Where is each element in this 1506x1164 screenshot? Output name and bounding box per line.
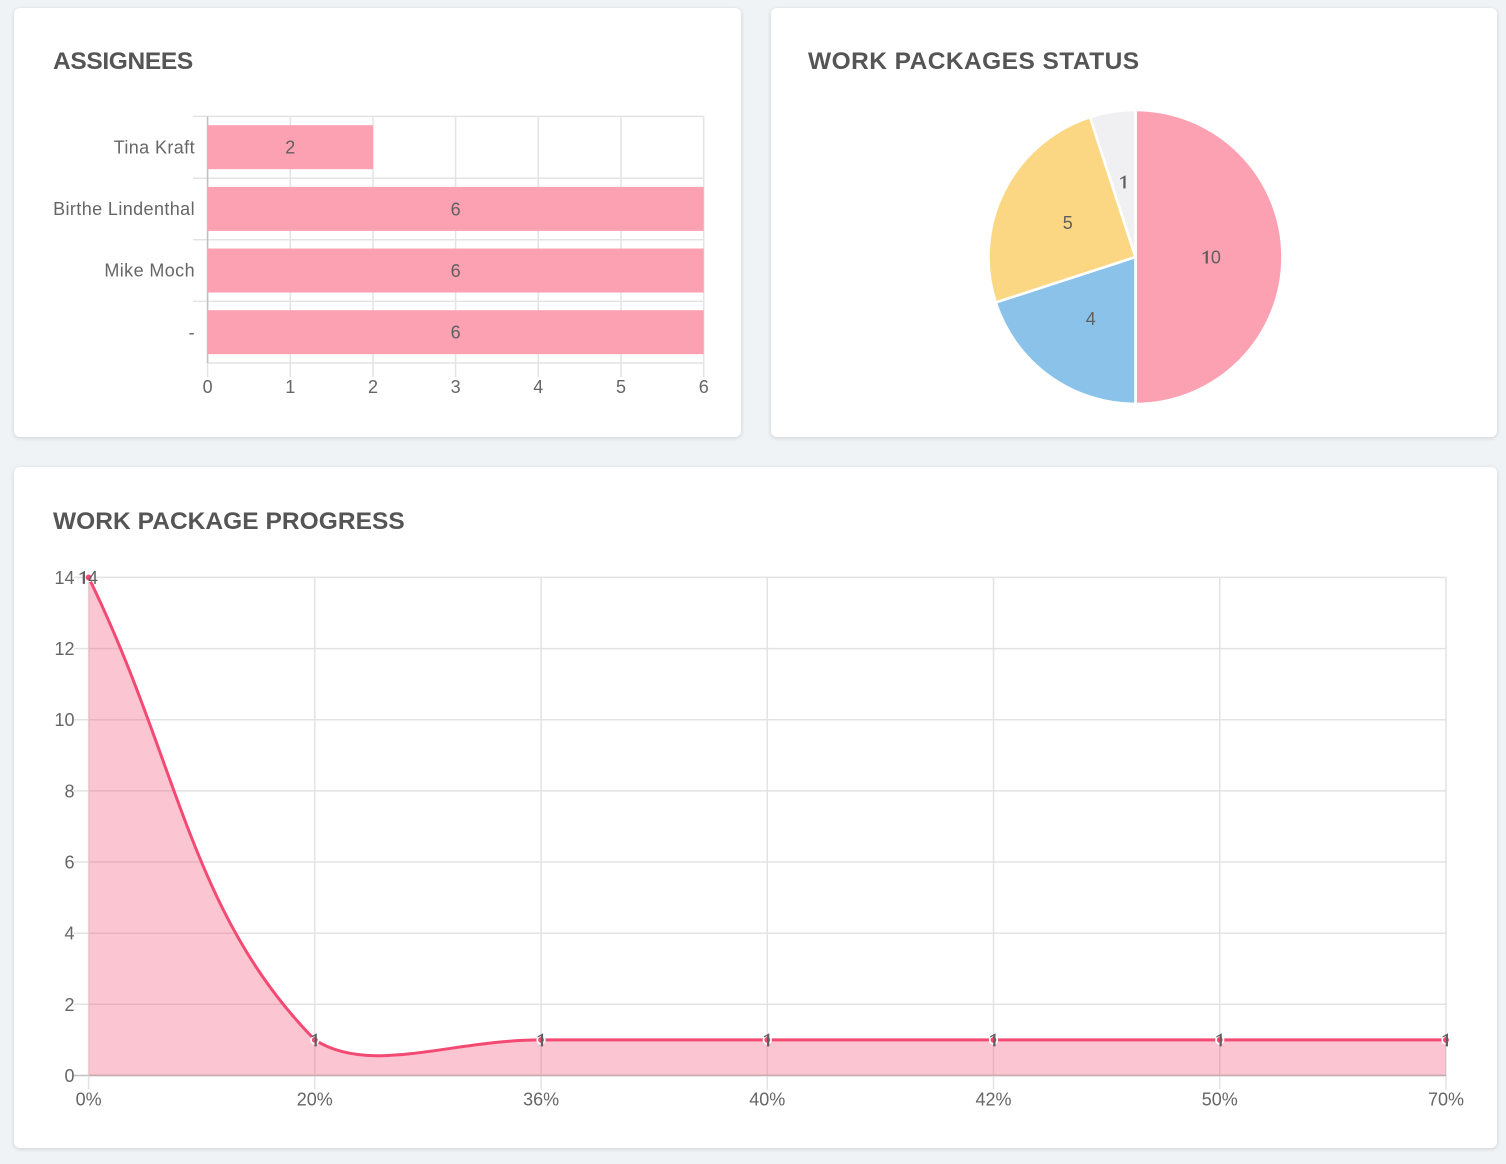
svg-text:50%: 50% — [1202, 1090, 1238, 1110]
svg-text:42%: 42% — [975, 1090, 1011, 1110]
svg-text:5: 5 — [1063, 213, 1073, 233]
svg-text:5: 5 — [616, 377, 626, 397]
svg-text:1: 1 — [285, 377, 295, 397]
svg-text:0: 0 — [1211, 248, 1221, 268]
svg-text:8: 8 — [64, 781, 74, 801]
svg-text:70%: 70% — [1428, 1090, 1464, 1110]
svg-text:2: 2 — [368, 377, 378, 397]
svg-text:2: 2 — [285, 138, 295, 158]
svg-text:6: 6 — [699, 377, 709, 397]
svg-text:Birthe Lindenthal: Birthe Lindenthal — [53, 199, 195, 219]
svg-text:20%: 20% — [297, 1090, 333, 1110]
svg-text:6: 6 — [451, 199, 461, 219]
svg-text:4: 4 — [533, 377, 543, 397]
svg-text:12: 12 — [54, 639, 74, 659]
svg-text:6: 6 — [451, 261, 461, 281]
svg-text:Mike Moch: Mike Moch — [104, 261, 195, 281]
svg-text:3: 3 — [451, 377, 461, 397]
svg-text:14: 14 — [54, 568, 74, 588]
svg-text:4: 4 — [1086, 309, 1096, 329]
svg-text:4: 4 — [88, 568, 98, 588]
svg-text:4: 4 — [64, 924, 74, 944]
svg-text:10: 10 — [54, 710, 74, 730]
svg-text:6: 6 — [64, 853, 74, 873]
svg-text:36%: 36% — [523, 1090, 559, 1110]
svg-text:0: 0 — [203, 377, 213, 397]
svg-text:0%: 0% — [76, 1090, 102, 1110]
svg-text:-: - — [189, 322, 195, 342]
svg-text:2: 2 — [64, 995, 74, 1015]
svg-text:40%: 40% — [749, 1090, 785, 1110]
svg-text:Tina Kraft: Tina Kraft — [114, 137, 195, 157]
svg-text:6: 6 — [451, 323, 461, 343]
svg-text:0: 0 — [64, 1066, 74, 1086]
